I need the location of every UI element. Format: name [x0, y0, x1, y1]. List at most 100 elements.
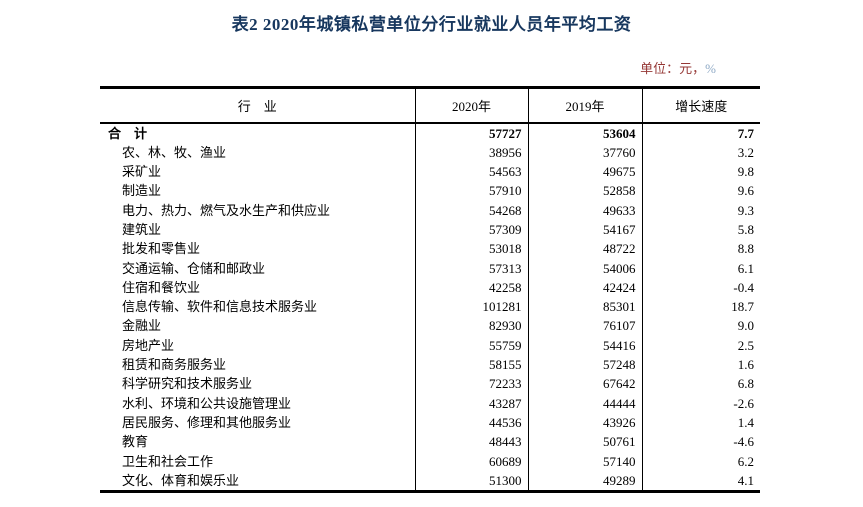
value-growth: -0.4 [733, 279, 754, 295]
industry-name: 批发和零售业 [100, 239, 416, 259]
table-row: 房地产业 55759 54416 2.5 [100, 335, 760, 356]
value-2020: 42258 [415, 277, 529, 298]
table-row: 批发和零售业 53018 48722 8.8 [100, 239, 760, 259]
unit-label-text: 单位：元， [640, 61, 706, 76]
value-growth: 6.1 [737, 260, 754, 276]
page-title: 表2 2020年城镇私营单位分行业就业人员年平均工资 [231, 15, 632, 34]
table-header-row: 行 业 2020年 2019年 增长速度 [100, 87, 760, 124]
column-header-growth: 增长速度 [642, 87, 760, 124]
value-2020: 60689 [415, 451, 529, 471]
value-2019: 50761 [528, 432, 643, 452]
value-2020: 72233 [415, 374, 529, 394]
column-header-2020: 2020年 [415, 87, 529, 124]
value-2019: 85301 [528, 297, 643, 317]
table-row: 科学研究和技术服务业 72233 67642 6.8 [100, 374, 760, 394]
industry-name: 居民服务、修理和其他服务业 [100, 412, 416, 433]
value-2019: 44444 [528, 393, 643, 413]
value-2019: 49633 [528, 200, 643, 220]
value-2020: 82930 [415, 316, 529, 336]
industry-name: 房地产业 [100, 335, 416, 356]
industry-name: 科学研究和技术服务业 [100, 374, 416, 394]
table-row: 金融业 82930 76107 9.0 [100, 316, 760, 336]
value-growth: -4.6 [733, 434, 754, 450]
value-growth: 1.4 [737, 414, 754, 430]
value-2019: 54006 [528, 258, 643, 278]
table-row: 电力、热力、燃气及水生产和供应业 54268 49633 9.3 [100, 200, 760, 220]
table-row: 文化、体育和娱乐业 51300 49289 4.1 [100, 470, 760, 492]
value-2020: 57727 [415, 122, 529, 143]
value-2019: 53604 [528, 122, 643, 143]
value-growth: 6.8 [737, 376, 754, 392]
value-growth: 9.3 [737, 202, 754, 218]
value-2019: 76107 [528, 316, 643, 336]
value-2020: 54268 [415, 200, 529, 220]
industry-name: 制造业 [100, 181, 416, 201]
table-row: 制造业 57910 52858 9.6 [100, 181, 760, 201]
industry-name: 租赁和商务服务业 [100, 355, 416, 375]
value-2019: 49289 [528, 470, 643, 492]
table-row: 水利、环境和公共设施管理业 43287 44444 -2.6 [100, 393, 760, 413]
table-row: 合 计 57727 53604 7.7 [100, 122, 760, 143]
value-growth: 7.7 [737, 125, 754, 141]
table-row: 卫生和社会工作 60689 57140 6.2 [100, 451, 760, 471]
value-2020: 43287 [415, 393, 529, 413]
value-2019: 37760 [528, 142, 643, 163]
value-2020: 54563 [415, 162, 529, 182]
value-2019: 49675 [528, 162, 643, 182]
value-growth: 4.1 [737, 472, 754, 488]
value-2020: 44536 [415, 412, 529, 433]
value-growth: 9.6 [737, 183, 754, 199]
value-2020: 53018 [415, 239, 529, 259]
value-2019: 48722 [528, 239, 643, 259]
table-row: 信息传输、软件和信息技术服务业 101281 85301 18.7 [100, 297, 760, 317]
value-2020: 48443 [415, 432, 529, 452]
value-2020: 51300 [415, 470, 529, 492]
value-2019: 52858 [528, 181, 643, 201]
column-header-industry: 行 业 [100, 87, 416, 124]
value-growth: 18.7 [731, 299, 754, 315]
column-header-2019: 2019年 [528, 87, 643, 124]
value-2020: 55759 [415, 335, 529, 356]
value-growth: -2.6 [733, 395, 754, 411]
value-2019: 57140 [528, 451, 643, 471]
table-row: 居民服务、修理和其他服务业 44536 43926 1.4 [100, 412, 760, 433]
industry-name: 交通运输、仓储和邮政业 [100, 258, 416, 278]
industry-name: 住宿和餐饮业 [100, 277, 416, 298]
table-row: 采矿业 54563 49675 9.8 [100, 162, 760, 182]
value-2020: 38956 [415, 142, 529, 163]
value-2019: 67642 [528, 374, 643, 394]
value-growth: 1.6 [737, 357, 754, 373]
value-2020: 57910 [415, 181, 529, 201]
table-row: 住宿和餐饮业 42258 42424 -0.4 [100, 277, 760, 298]
industry-name: 采矿业 [100, 162, 416, 182]
industry-name: 建筑业 [100, 219, 416, 240]
industry-name: 金融业 [100, 316, 416, 336]
value-2020: 57309 [415, 219, 529, 240]
value-2019: 42424 [528, 277, 643, 298]
unit-label: 单位：元，% [100, 58, 760, 77]
industry-name: 合 计 [100, 122, 416, 143]
table-row: 教育 48443 50761 -4.6 [100, 432, 760, 452]
industry-name: 卫生和社会工作 [100, 451, 416, 471]
wage-table: 行 业 2020年 2019年 增长速度 合 计 57727 53604 7.7… [100, 86, 760, 494]
value-2019: 57248 [528, 355, 643, 375]
table-row: 建筑业 57309 54167 5.8 [100, 219, 760, 240]
industry-name: 信息传输、软件和信息技术服务业 [100, 297, 416, 317]
table-row: 交通运输、仓储和邮政业 57313 54006 6.1 [100, 258, 760, 278]
value-growth: 2.5 [737, 337, 754, 353]
industry-name: 文化、体育和娱乐业 [100, 470, 416, 492]
value-2019: 43926 [528, 412, 643, 433]
table-row: 农、林、牧、渔业 38956 37760 3.2 [100, 142, 760, 163]
value-2019: 54416 [528, 335, 643, 356]
value-2020: 57313 [415, 258, 529, 278]
value-growth: 3.2 [737, 144, 754, 160]
value-growth: 5.8 [737, 221, 754, 237]
value-growth: 8.8 [737, 241, 754, 257]
industry-name: 电力、热力、燃气及水生产和供应业 [100, 200, 416, 220]
value-2020: 101281 [415, 297, 529, 317]
value-growth: 9.0 [737, 318, 754, 334]
unit-percent-sign: % [705, 61, 716, 76]
value-growth: 6.2 [737, 453, 754, 469]
value-growth: 9.8 [737, 164, 754, 180]
